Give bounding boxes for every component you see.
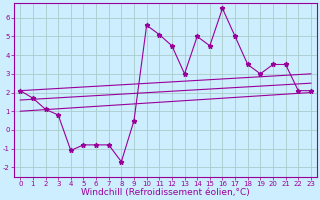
X-axis label: Windchill (Refroidissement éolien,°C): Windchill (Refroidissement éolien,°C) <box>81 188 250 197</box>
